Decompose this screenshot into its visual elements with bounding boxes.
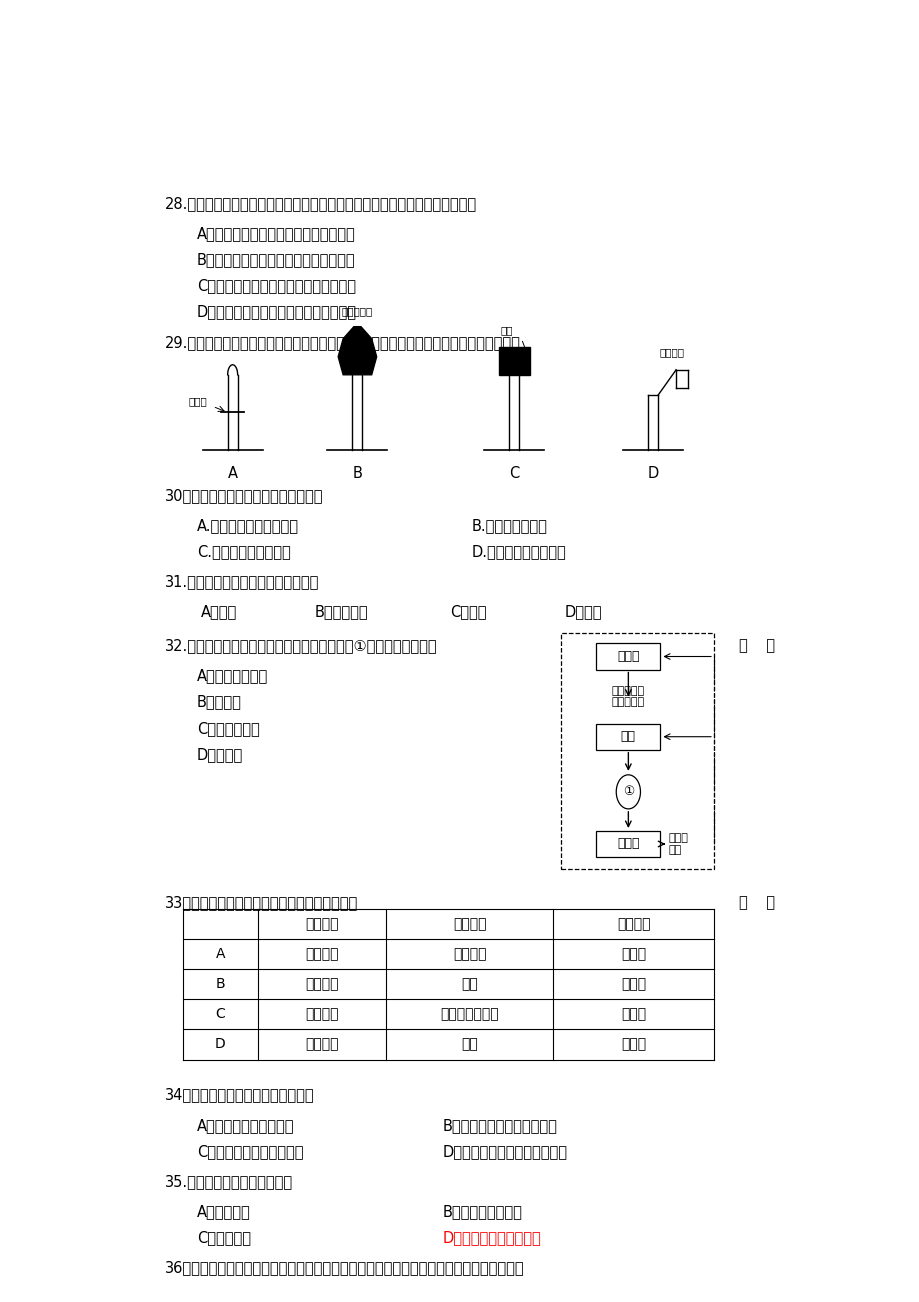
- Text: 33．有关神经调节和体液调节的比较，错误的是: 33．有关神经调节和体液调节的比较，错误的是: [165, 894, 357, 910]
- Text: 琼脂: 琼脂: [500, 324, 513, 335]
- Text: D．一块农田里的全部绿色植物: D．一块农田里的全部绿色植物: [443, 1143, 567, 1159]
- Text: 甲状腺: 甲状腺: [617, 837, 639, 850]
- Text: 作用范围: 作用范围: [305, 1008, 338, 1021]
- Text: 36．一场大火将某地的森林彻底烧毁，在以后漫长的时间中，在原林地上形成了杂草地、灌: 36．一场大火将某地的森林彻底烧毁，在以后漫长的时间中，在原林地上形成了杂草地、…: [165, 1260, 524, 1275]
- Text: 30．正常人在饥饿状态下，体内血液中: 30．正常人在饥饿状态下，体内血液中: [165, 488, 323, 503]
- Text: C.胰高血糖素含量增加: C.胰高血糖素含量增加: [197, 544, 290, 560]
- Text: 不透光的纸: 不透光的纸: [342, 307, 372, 316]
- Text: B．胰岛素: B．胰岛素: [197, 694, 242, 710]
- Text: 体液调节: 体液调节: [617, 917, 650, 931]
- Text: C: C: [215, 1008, 225, 1021]
- Text: 较广泛: 较广泛: [620, 1008, 645, 1021]
- Text: A．种群密度: A．种群密度: [197, 1204, 251, 1219]
- Text: 比较项目: 比较项目: [305, 917, 338, 931]
- Text: 29.对燕麦胚芽鞘的尖端分别作如下处理，然后都放在单侧光下照射，其中会弯曲生长的是: 29.对燕麦胚芽鞘的尖端分别作如下处理，然后都放在单侧光下照射，其中会弯曲生长的…: [165, 335, 520, 350]
- Text: B: B: [352, 466, 362, 480]
- Text: 反射弧: 反射弧: [620, 948, 645, 961]
- Text: A．促甲状腺激素: A．促甲状腺激素: [197, 668, 268, 684]
- Text: 下丘脑: 下丘脑: [617, 650, 639, 663]
- Text: D．脊髓: D．脊髓: [563, 604, 601, 620]
- Text: 甲状腺
激素: 甲状腺 激素: [667, 833, 687, 855]
- Text: D．空间配置为水平结构: D．空间配置为水平结构: [443, 1230, 541, 1245]
- Text: 较缓慢: 较缓慢: [620, 978, 645, 991]
- Text: B．大脑皮层: B．大脑皮层: [314, 604, 368, 620]
- Text: B．一片草地上的所有蒲公英: B．一片草地上的所有蒲公英: [443, 1117, 557, 1133]
- Text: 短暂: 短暂: [460, 1038, 478, 1052]
- Text: 作用时间: 作用时间: [305, 1038, 338, 1052]
- Text: C．小脑: C．小脑: [449, 604, 486, 620]
- Text: 作用途径: 作用途径: [305, 948, 338, 961]
- Text: B: B: [215, 978, 225, 991]
- Text: 迅速: 迅速: [460, 978, 478, 991]
- Text: A: A: [227, 466, 237, 480]
- Text: C．年龄组成: C．年龄组成: [197, 1230, 251, 1245]
- Text: 神经调节: 神经调节: [452, 917, 486, 931]
- Text: 准确、比较局限: 准确、比较局限: [440, 1008, 498, 1021]
- Polygon shape: [498, 346, 529, 375]
- Text: D.胰高血糖素含量减少: D.胰高血糖素含量减少: [471, 544, 565, 560]
- FancyBboxPatch shape: [596, 724, 660, 750]
- Text: 28.农民用一定浓度的生长素类似物除去麦田中的杂草，其依据的生物学原理是: 28.农民用一定浓度的生长素类似物除去麦田中的杂草，其依据的生物学原理是: [165, 197, 477, 211]
- Text: A.葡萄糖含量大幅度下降: A.葡萄糖含量大幅度下降: [197, 518, 299, 533]
- Text: C．胰高血糖素: C．胰高血糖素: [197, 721, 259, 736]
- Text: D: D: [214, 1038, 225, 1052]
- Text: 促甲状腺激
素释放激素: 促甲状腺激 素释放激素: [611, 686, 644, 707]
- Text: 体液运输: 体液运输: [452, 948, 486, 961]
- Polygon shape: [338, 327, 376, 375]
- FancyBboxPatch shape: [596, 643, 660, 669]
- Text: 35.下列哪一项不是种群的特征: 35.下列哪一项不是种群的特征: [165, 1174, 293, 1189]
- Text: D: D: [647, 466, 658, 480]
- Text: （    ）: （ ）: [738, 638, 774, 654]
- Text: C．过低浓度的生长素能够抑制植物生长: C．过低浓度的生长素能够抑制植物生长: [197, 279, 356, 293]
- Text: C．一片森林中的所有生物: C．一片森林中的所有生物: [197, 1143, 303, 1159]
- FancyBboxPatch shape: [596, 831, 660, 857]
- Text: D．过高浓度的生长素能够抑制植物生长: D．过高浓度的生长素能够抑制植物生长: [197, 305, 357, 319]
- Text: A．一个湖泊里的全部鱼: A．一个湖泊里的全部鱼: [197, 1117, 294, 1133]
- Text: 34．下列生物群体中，属于种群的是: 34．下列生物群体中，属于种群的是: [165, 1087, 314, 1103]
- Text: B．较高浓度的生长素能够促进植物生长: B．较高浓度的生长素能够促进植物生长: [197, 253, 356, 267]
- Text: B．出生率和死亡率: B．出生率和死亡率: [443, 1204, 522, 1219]
- Text: 32.右图为甲状腺激素分泌的分级调节示意图，①代表的激素名称是: 32.右图为甲状腺激素分泌的分级调节示意图，①代表的激素名称是: [165, 638, 437, 654]
- Text: D．性激素: D．性激素: [197, 747, 243, 762]
- Text: A: A: [215, 948, 224, 961]
- Text: 比较长: 比较长: [620, 1038, 645, 1052]
- Text: C: C: [508, 466, 519, 480]
- Text: （    ）: （ ）: [738, 894, 774, 910]
- Text: A．较低浓度的生长素能够促进植物生长: A．较低浓度的生长素能够促进植物生长: [197, 227, 356, 241]
- Text: B.胰岛素含量增加: B.胰岛素含量增加: [471, 518, 547, 533]
- Text: 垂体: 垂体: [620, 730, 635, 743]
- Text: 云母片: 云母片: [188, 396, 208, 406]
- Text: 反应速度: 反应速度: [305, 978, 338, 991]
- Text: 切去尖端: 切去尖端: [658, 346, 683, 357]
- Text: A．脑干: A．脑干: [200, 604, 236, 620]
- Text: 31.调节人体生理功能的最高级中枢在: 31.调节人体生理功能的最高级中枢在: [165, 574, 319, 590]
- Text: ①: ①: [622, 785, 633, 798]
